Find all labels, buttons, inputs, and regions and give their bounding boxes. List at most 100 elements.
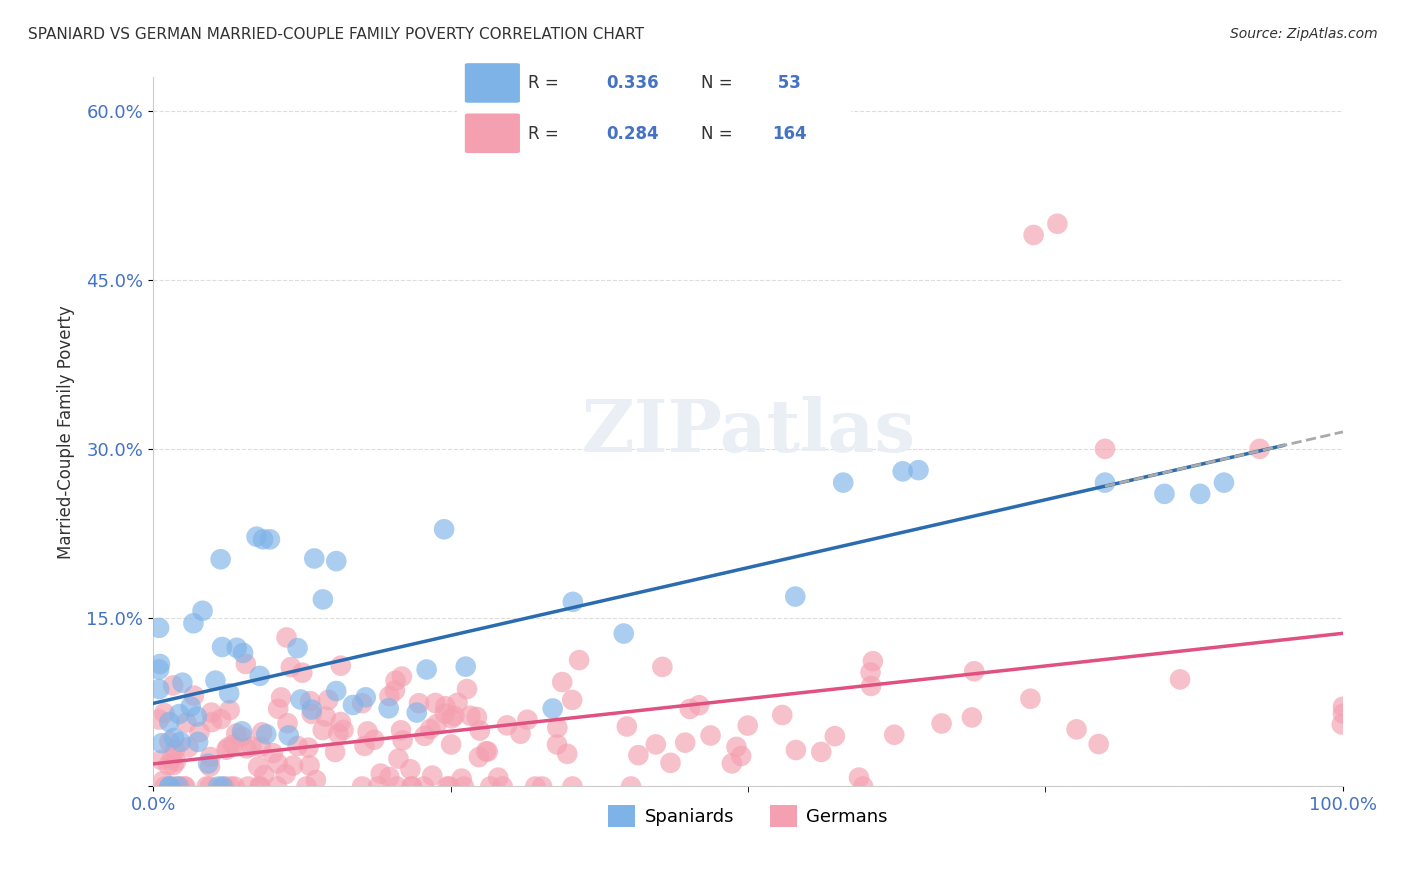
Point [425,696,447,710]
Point [277,728,299,742]
Point [450,772,472,786]
Point [785,590,807,604]
Point [222,738,245,752]
Point [259,533,281,547]
Text: Source: ZipAtlas.com: Source: ZipAtlas.com [1230,27,1378,41]
Point [148,681,170,696]
Point [172,675,194,690]
Point [419,722,441,736]
Point [491,780,513,794]
Point [1094,475,1116,490]
Point [426,717,449,731]
Point [436,780,458,794]
Point [627,748,650,763]
Point [551,675,574,690]
Point [413,780,436,794]
Point [496,718,519,732]
Point [387,752,409,766]
Point [456,681,478,696]
Point [770,708,793,723]
Point [211,780,233,794]
Point [688,698,710,713]
Point [183,616,205,631]
Point [150,736,173,750]
Point [862,654,884,668]
Point [153,780,176,794]
Point [329,658,352,673]
Point [1066,723,1088,737]
Point [960,710,983,724]
Point [247,759,270,773]
Point [235,657,257,671]
Point [413,729,436,743]
Point [170,735,193,749]
Point [270,690,292,705]
Point [439,780,461,794]
Point [250,725,273,739]
Point [290,692,312,706]
Point [555,747,578,761]
Point [183,689,205,703]
Point [276,631,298,645]
Point [859,665,882,680]
Point [1087,737,1109,751]
Point [219,780,242,794]
Point [186,709,208,723]
Point [730,749,752,764]
Point [209,552,232,566]
Point [651,660,673,674]
Point [399,762,422,776]
Point [385,780,408,794]
Y-axis label: Married-Couple Family Poverty: Married-Couple Family Poverty [58,305,75,558]
Point [198,780,221,794]
Point [907,463,929,477]
Point [160,751,183,765]
Point [254,727,277,741]
Point [673,736,696,750]
Point [541,701,564,715]
Point [440,711,463,725]
Point [287,739,309,753]
Point [1213,475,1236,490]
Point [1022,227,1045,242]
Point [249,669,271,683]
Point [401,780,423,794]
FancyBboxPatch shape [449,52,859,162]
Point [891,464,914,478]
Point [725,739,748,754]
Point [157,758,180,772]
Point [299,694,322,708]
Point [215,742,238,756]
Point [443,709,465,723]
Point [274,767,297,781]
Point [963,665,986,679]
Point [287,641,309,656]
Point [391,733,413,747]
Point [262,746,284,760]
Point [453,780,475,794]
Point [173,780,195,794]
Point [699,729,721,743]
Point [401,780,423,794]
Point [561,595,583,609]
Point [159,780,181,794]
Point [187,735,209,749]
Text: R =: R = [527,75,564,93]
Point [405,706,427,720]
Point [328,726,350,740]
Point [486,771,509,785]
Point [291,665,314,680]
Point [162,758,184,772]
Point [325,554,347,568]
Text: ZIPatlas: ZIPatlas [581,396,915,467]
Point [363,732,385,747]
Point [159,780,181,794]
Point [546,738,568,752]
Point [568,653,591,667]
Point [163,731,186,745]
Point [721,756,744,771]
Point [195,780,218,794]
Point [217,740,239,755]
Point [253,768,276,782]
FancyBboxPatch shape [465,63,520,103]
